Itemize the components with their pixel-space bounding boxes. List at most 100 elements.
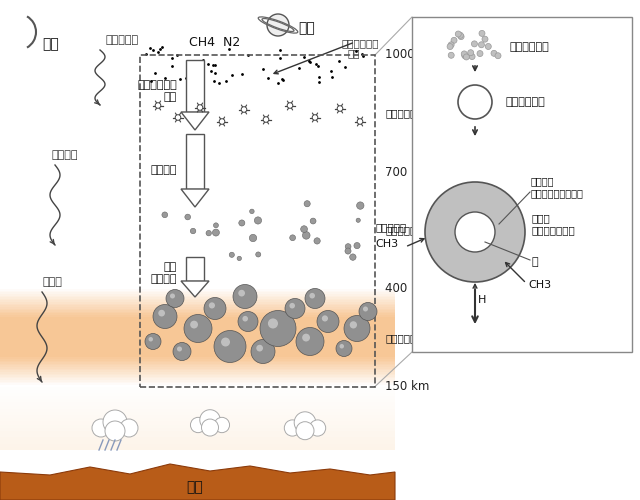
Circle shape xyxy=(310,218,316,224)
Bar xyxy=(0,352,395,354)
Circle shape xyxy=(448,42,454,48)
Bar xyxy=(0,374,395,375)
Bar xyxy=(0,444,395,447)
Bar xyxy=(0,310,395,312)
Circle shape xyxy=(190,228,196,234)
Circle shape xyxy=(357,118,363,124)
Bar xyxy=(0,326,395,328)
Bar xyxy=(0,354,395,356)
Polygon shape xyxy=(181,112,209,130)
Circle shape xyxy=(485,44,492,50)
Circle shape xyxy=(337,106,343,112)
Circle shape xyxy=(158,310,165,316)
Circle shape xyxy=(197,104,203,110)
Circle shape xyxy=(322,316,328,322)
Circle shape xyxy=(214,418,230,432)
Bar xyxy=(0,325,395,326)
Circle shape xyxy=(105,421,125,441)
Bar xyxy=(0,434,395,438)
Bar xyxy=(0,349,395,351)
Bar xyxy=(0,346,395,348)
Circle shape xyxy=(345,244,351,250)
Circle shape xyxy=(296,328,324,355)
Bar xyxy=(0,367,395,368)
Bar xyxy=(0,342,395,344)
Circle shape xyxy=(349,321,357,328)
Circle shape xyxy=(461,51,467,57)
Text: 極端紫外線: 極端紫外線 xyxy=(106,35,139,45)
Circle shape xyxy=(477,50,483,56)
Bar xyxy=(0,385,395,386)
Bar xyxy=(0,307,395,308)
Text: 土星: 土星 xyxy=(298,21,315,35)
Circle shape xyxy=(359,302,377,320)
Text: モノマー粒子: モノマー粒子 xyxy=(505,97,545,107)
Circle shape xyxy=(148,337,153,342)
Bar xyxy=(0,428,395,431)
Bar xyxy=(0,412,395,415)
Text: 遠紫外線: 遠紫外線 xyxy=(52,150,78,160)
Bar xyxy=(0,297,395,298)
Circle shape xyxy=(250,209,254,214)
Circle shape xyxy=(458,34,464,40)
Circle shape xyxy=(463,54,469,60)
Circle shape xyxy=(170,294,175,298)
Circle shape xyxy=(284,420,301,436)
Circle shape xyxy=(177,346,182,352)
Bar xyxy=(0,424,395,428)
Bar xyxy=(0,314,395,315)
Bar xyxy=(0,305,395,307)
Circle shape xyxy=(455,212,495,252)
Bar xyxy=(0,356,395,357)
Circle shape xyxy=(204,298,226,320)
Text: 重合反応: 重合反応 xyxy=(150,166,177,175)
Circle shape xyxy=(263,116,269,122)
Text: エアロゾル粒子: エアロゾル粒子 xyxy=(385,333,429,343)
Bar xyxy=(0,396,395,399)
Circle shape xyxy=(155,102,161,108)
Circle shape xyxy=(317,310,339,332)
Circle shape xyxy=(241,106,247,112)
Circle shape xyxy=(491,50,497,56)
Text: 1000 km: 1000 km xyxy=(385,48,436,62)
Text: 不均一反応: 不均一反応 xyxy=(375,222,406,232)
Bar xyxy=(0,340,395,341)
Circle shape xyxy=(238,312,258,332)
Bar xyxy=(0,402,395,406)
Bar xyxy=(186,134,204,189)
Circle shape xyxy=(296,422,314,440)
Circle shape xyxy=(482,36,488,42)
Bar xyxy=(0,415,395,418)
Bar xyxy=(0,382,395,383)
Circle shape xyxy=(425,182,525,282)
Bar xyxy=(0,378,395,380)
Bar xyxy=(0,290,395,292)
Text: 地面: 地面 xyxy=(187,480,204,494)
Text: 粒子: 粒子 xyxy=(348,48,360,58)
Bar xyxy=(0,292,395,294)
Bar xyxy=(0,357,395,359)
Circle shape xyxy=(314,238,320,244)
Bar xyxy=(0,328,395,330)
Circle shape xyxy=(472,41,477,47)
Bar xyxy=(0,366,395,367)
Bar xyxy=(0,422,395,424)
Circle shape xyxy=(289,303,295,308)
Text: 高エネルギー: 高エネルギー xyxy=(342,38,380,48)
Bar xyxy=(0,360,395,362)
Text: 150 km: 150 km xyxy=(385,380,429,393)
Bar xyxy=(0,390,395,393)
Text: 宇宙線: 宇宙線 xyxy=(42,277,62,287)
Text: CH3: CH3 xyxy=(375,239,398,249)
Text: CH4  N2: CH4 N2 xyxy=(189,36,241,50)
Bar xyxy=(0,344,395,346)
Circle shape xyxy=(356,202,364,209)
Circle shape xyxy=(233,284,257,308)
Bar xyxy=(0,316,395,318)
Bar xyxy=(0,370,395,372)
Circle shape xyxy=(92,419,110,437)
Circle shape xyxy=(238,290,245,296)
Circle shape xyxy=(206,230,211,236)
Circle shape xyxy=(173,342,191,360)
Bar xyxy=(0,380,395,382)
